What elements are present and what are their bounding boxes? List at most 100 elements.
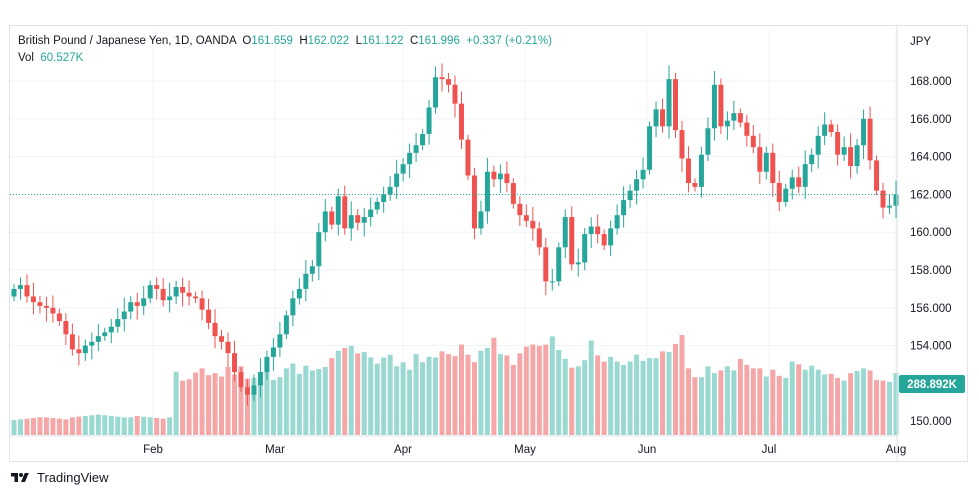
candle-body — [63, 321, 69, 335]
volume-bar — [335, 350, 341, 435]
volume-bar — [381, 357, 387, 435]
open-label: O — [242, 35, 252, 47]
candle-body — [244, 387, 250, 395]
x-axis-tick-label: Feb — [143, 444, 163, 456]
volume-bar — [582, 360, 588, 435]
volume-bar — [887, 381, 893, 435]
volume-bar — [193, 372, 199, 435]
volume-bar — [815, 369, 821, 435]
candle-body — [407, 152, 413, 165]
volume-bar — [244, 378, 250, 435]
volume-bar — [270, 379, 276, 435]
tradingview-branding[interactable]: TradingView — [9, 470, 109, 485]
volume-bar — [718, 370, 724, 435]
candle-body — [348, 215, 354, 229]
candle-body — [368, 209, 374, 218]
candle-body — [251, 385, 257, 395]
candle-body — [232, 353, 237, 373]
y-axis-tick-label: 154.000 — [910, 341, 952, 353]
candle-body — [76, 349, 82, 354]
volume-bar — [705, 366, 711, 435]
volume-bar — [199, 368, 205, 435]
candle-body — [89, 341, 95, 346]
volume-bar — [595, 355, 601, 435]
volume-bar — [822, 374, 828, 435]
volume-bar — [407, 369, 413, 435]
candle-body — [724, 120, 730, 127]
candle-body — [543, 247, 549, 282]
candle-body — [219, 336, 225, 342]
volume-bar — [212, 373, 218, 435]
candle-body — [504, 173, 510, 184]
volume-bar — [257, 374, 263, 435]
y-axis-tick-label: 158.000 — [910, 265, 952, 277]
candle-body — [413, 145, 419, 153]
candle-body — [471, 175, 477, 229]
candle-body — [880, 190, 886, 208]
volume-bar — [634, 354, 640, 435]
volume-bar — [219, 376, 225, 435]
candle-body — [270, 347, 276, 357]
volume-bar — [322, 367, 328, 435]
x-axis-tick-label: Jun — [638, 444, 657, 456]
candle-body — [887, 205, 893, 208]
volume-bar — [264, 361, 270, 435]
candle-body — [679, 130, 685, 159]
candle-body — [400, 164, 406, 174]
volume-bar — [95, 414, 101, 435]
volume-bar — [861, 368, 867, 435]
volume-bar — [867, 370, 873, 435]
candle-body — [355, 215, 361, 223]
volume-bar — [400, 362, 406, 435]
volume-bar — [724, 366, 730, 435]
symbol-legend: British Pound / Japanese Yen, 1D, OANDA … — [18, 35, 552, 47]
candle-body — [160, 288, 166, 301]
volume-bar — [783, 377, 789, 435]
candle-body — [283, 315, 289, 335]
candle-body — [296, 288, 302, 299]
candle-body — [828, 124, 834, 133]
candle-body — [193, 296, 199, 299]
candle-body — [478, 211, 484, 229]
candle-body — [653, 109, 659, 127]
candle-body — [238, 372, 244, 388]
volume-bar — [510, 364, 516, 435]
volume-bar — [63, 419, 69, 435]
candle-body — [822, 124, 828, 136]
candle-body — [17, 285, 23, 289]
candle-body — [815, 135, 821, 155]
candle-body — [264, 356, 270, 373]
candle-body — [711, 84, 717, 129]
volume-bar — [361, 352, 367, 435]
volume-bar — [621, 364, 627, 435]
volume-bar — [147, 417, 153, 435]
volume-bar — [368, 357, 374, 435]
candle-body — [737, 113, 743, 123]
volume-bar — [439, 351, 445, 435]
candle-body — [582, 234, 588, 263]
candle-body — [841, 147, 847, 155]
volume-bar — [458, 344, 464, 435]
candle-body — [595, 226, 601, 235]
volume-badge — [899, 375, 965, 393]
volume-bar — [796, 364, 802, 435]
volume-bar — [757, 368, 763, 435]
volume-bar — [24, 418, 30, 435]
currency-label: JPY — [910, 36, 931, 48]
candle-body — [225, 341, 231, 354]
close-label: C — [409, 35, 419, 47]
volume-bar — [387, 354, 393, 435]
candle-body — [893, 194, 899, 206]
candle-body — [199, 298, 205, 310]
candle-body — [575, 262, 581, 265]
candle-body — [484, 171, 490, 212]
volume-bar — [601, 361, 607, 435]
candle-body — [381, 194, 387, 202]
candle-body — [491, 171, 497, 180]
candle-body — [24, 285, 30, 297]
candle-body — [102, 332, 108, 337]
volume-bar — [186, 379, 192, 435]
volume-bar — [225, 367, 231, 435]
candle-body — [433, 77, 439, 108]
